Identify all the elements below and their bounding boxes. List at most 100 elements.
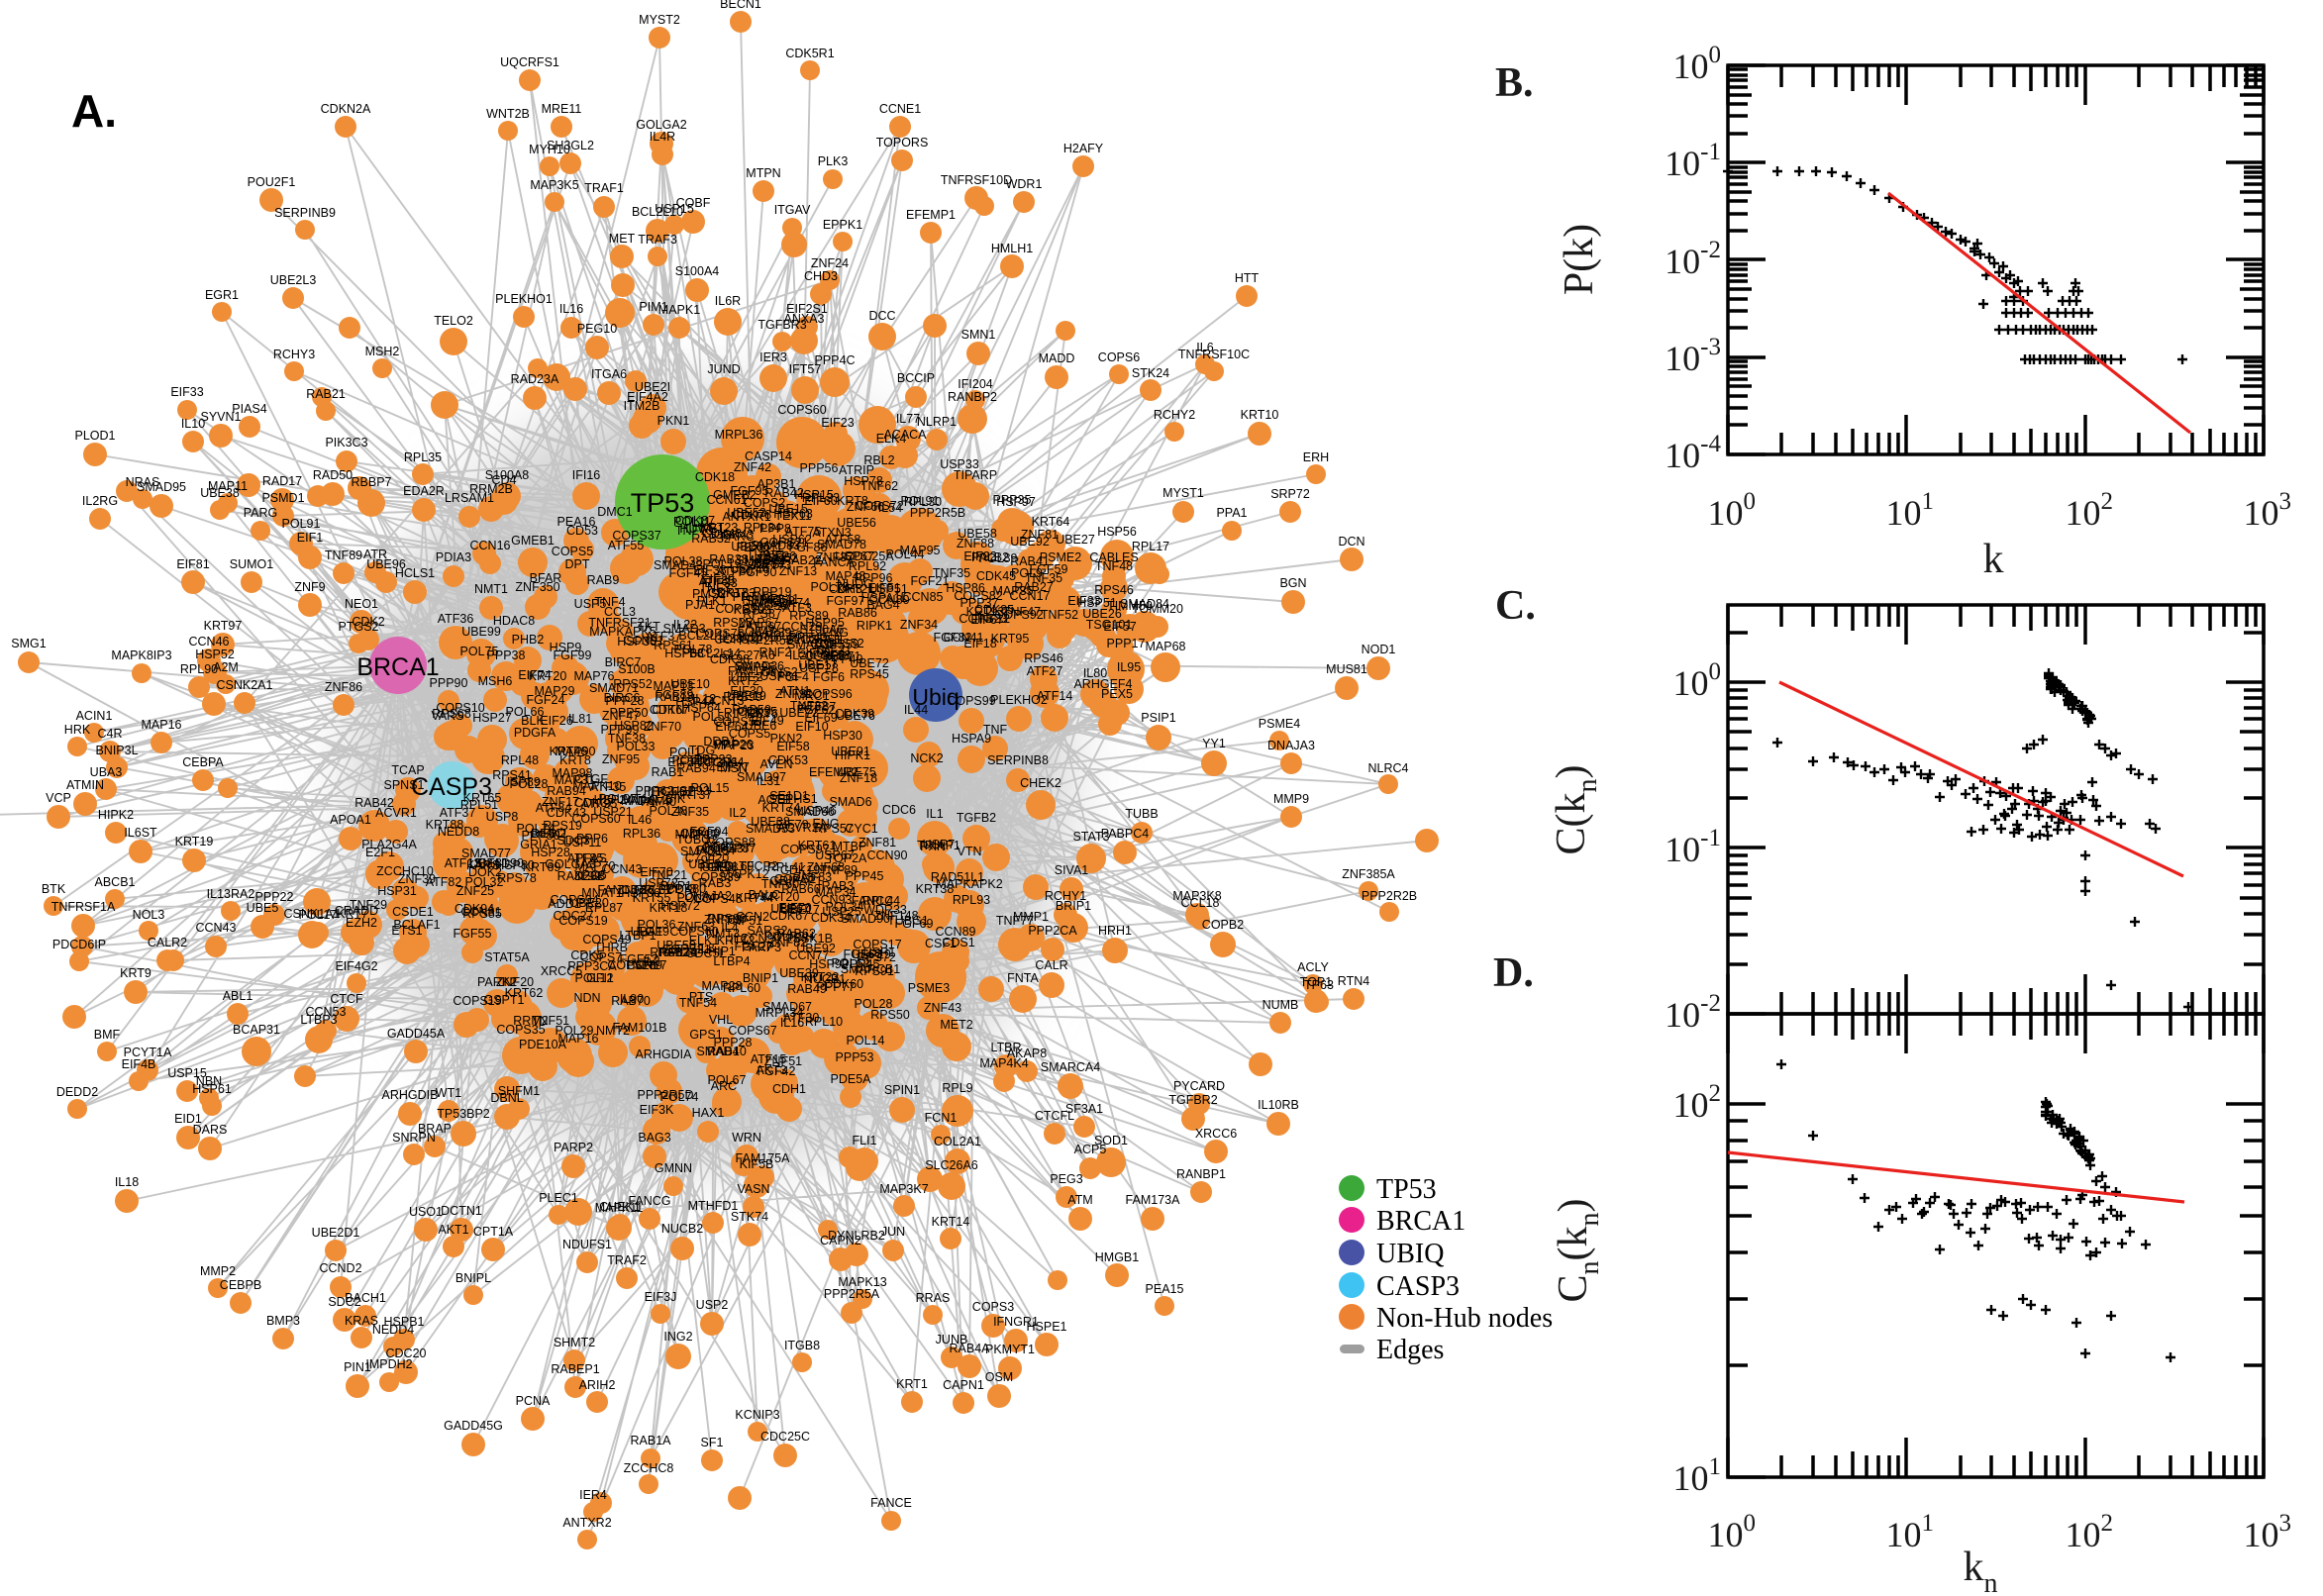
svg-text:HDAC8: HDAC8 (493, 614, 535, 628)
svg-text:IL44: IL44 (904, 703, 928, 717)
svg-text:TNF31: TNF31 (814, 644, 852, 657)
svg-text:MMP9: MMP9 (1273, 792, 1309, 806)
svg-text:10-1: 10-1 (1665, 825, 1721, 869)
svg-text:PMS2: PMS2 (692, 587, 726, 601)
svg-text:EDA2R: EDA2R (403, 484, 445, 498)
svg-text:EFEMP1: EFEMP1 (906, 208, 956, 222)
svg-text:TUBG2: TUBG2 (676, 833, 718, 847)
svg-text:RPS87: RPS87 (743, 607, 782, 621)
svg-text:RPL17: RPL17 (1132, 540, 1169, 553)
svg-text:PEG10: PEG10 (577, 322, 617, 336)
svg-text:USP67: USP67 (815, 848, 855, 862)
svg-text:PPP17: PPP17 (1107, 637, 1146, 650)
svg-text:RAB27: RAB27 (1014, 580, 1054, 594)
svg-text:POL74: POL74 (517, 822, 556, 836)
svg-text:BNIP3L: BNIP3L (95, 744, 138, 757)
svg-text:CHEK1: CHEK1 (599, 1200, 641, 1214)
svg-text:POL44: POL44 (886, 548, 925, 561)
svg-text:CALR: CALR (1035, 958, 1067, 972)
svg-text:ATF75: ATF75 (785, 525, 822, 539)
svg-text:IL20: IL20 (789, 648, 813, 662)
svg-text:UBE99: UBE99 (461, 625, 501, 639)
svg-text:USP19: USP19 (852, 948, 891, 961)
svg-text:COPS2: COPS2 (744, 496, 785, 510)
svg-text:ZNF83: ZNF83 (794, 870, 832, 884)
svg-text:MAPK11: MAPK11 (595, 1201, 643, 1215)
svg-text:KRT88: KRT88 (426, 818, 464, 832)
svg-text:KRT95: KRT95 (991, 632, 1030, 646)
svg-text:EZH2: EZH2 (346, 916, 377, 930)
svg-text:KRT93: KRT93 (966, 605, 1005, 619)
svg-text:IFNG: IFNG (819, 626, 849, 640)
svg-text:FGF67: FGF67 (844, 948, 882, 961)
svg-text:CCN85: CCN85 (903, 590, 944, 604)
svg-text:IL31: IL31 (757, 774, 780, 788)
svg-text:POL23: POL23 (672, 753, 711, 767)
svg-text:MAP96: MAP96 (735, 660, 775, 674)
svg-text:HSP68: HSP68 (664, 647, 704, 660)
svg-text:ZNF42: ZNF42 (734, 460, 771, 474)
svg-text:PARG: PARG (244, 506, 278, 520)
svg-text:RPS78: RPS78 (497, 871, 537, 885)
svg-text:KRT8: KRT8 (559, 753, 591, 767)
svg-text:POL91: POL91 (282, 517, 321, 531)
svg-text:COPS59: COPS59 (810, 638, 858, 651)
svg-text:ACACA: ACACA (883, 428, 927, 442)
svg-text:POLR2H: POLR2H (764, 930, 814, 944)
svg-text:RAD51L1: RAD51L1 (931, 870, 984, 884)
svg-text:UBE86: UBE86 (688, 857, 728, 871)
svg-text:CDK17: CDK17 (708, 586, 748, 600)
svg-text:EIF18: EIF18 (963, 637, 996, 650)
svg-text:CCN93: CCN93 (812, 893, 853, 907)
svg-text:MAP6: MAP6 (621, 794, 655, 808)
svg-text:USP15: USP15 (655, 202, 694, 216)
svg-text:IL54: IL54 (878, 501, 902, 515)
svg-text:NMT2: NMT2 (596, 1024, 630, 1038)
svg-text:HSP52: HSP52 (195, 648, 235, 661)
svg-text:FAM101B: FAM101B (613, 1021, 667, 1035)
svg-text:ATXN3: ATXN3 (812, 526, 851, 540)
svg-text:ANTXR2: ANTXR2 (562, 1516, 611, 1530)
svg-text:RAB18: RAB18 (655, 690, 694, 704)
svg-text:KRT7: KRT7 (337, 907, 368, 921)
svg-text:VASN: VASN (737, 1182, 769, 1196)
svg-text:C7orf20: C7orf20 (685, 851, 730, 865)
svg-text:EIF4G2: EIF4G2 (335, 959, 377, 973)
svg-text:ARC: ARC (711, 1079, 737, 1093)
svg-text:CALR2: CALR2 (148, 936, 187, 949)
svg-text:COPS7: COPS7 (580, 950, 622, 964)
svg-text:IL99: IL99 (577, 869, 601, 883)
svg-text:PPP3R1: PPP3R1 (691, 755, 739, 769)
svg-text:CAPN2: CAPN2 (820, 1234, 861, 1247)
svg-text:S100A8: S100A8 (485, 468, 530, 482)
svg-text:USP7: USP7 (923, 838, 956, 851)
svg-text:CDK5: CDK5 (570, 948, 603, 962)
svg-text:COPS72: COPS72 (855, 499, 903, 513)
svg-text:ACVR2A: ACVR2A (777, 821, 828, 835)
svg-text:KRT21: KRT21 (837, 582, 875, 596)
svg-text:CCN63: CCN63 (805, 649, 846, 663)
svg-text:IL95: IL95 (1117, 660, 1141, 674)
svg-text:BIK: BIK (665, 792, 686, 806)
svg-text:IL13RA2: IL13RA2 (207, 887, 255, 901)
svg-text:CDC25C: CDC25C (760, 1430, 810, 1444)
svg-text:RPL90: RPL90 (180, 662, 218, 676)
svg-text:ZNF47: ZNF47 (602, 709, 640, 723)
svg-text:TGFBR3: TGFBR3 (758, 318, 806, 332)
svg-text:CCN91: CCN91 (624, 634, 664, 648)
svg-text:MRPL36: MRPL36 (715, 428, 763, 442)
svg-text:POL15: POL15 (691, 781, 730, 795)
svg-text:CDK78: CDK78 (732, 508, 771, 522)
svg-text:WNT2B: WNT2B (486, 107, 530, 121)
svg-text:UBE58: UBE58 (958, 527, 997, 541)
svg-text:ZNF20: ZNF20 (496, 975, 534, 989)
svg-text:RPL56: RPL56 (764, 629, 802, 643)
svg-text:AKAP8: AKAP8 (1007, 1047, 1047, 1060)
svg-text:ELK4: ELK4 (876, 432, 907, 446)
svg-text:DNAJA3: DNAJA3 (1267, 739, 1315, 752)
svg-text:POL28: POL28 (510, 777, 549, 791)
svg-text:IMPDH2: IMPDH2 (365, 1357, 412, 1371)
svg-text:ETS1: ETS1 (391, 924, 422, 938)
svg-text:USO1: USO1 (409, 1205, 443, 1219)
svg-text:ATR: ATR (363, 548, 387, 561)
